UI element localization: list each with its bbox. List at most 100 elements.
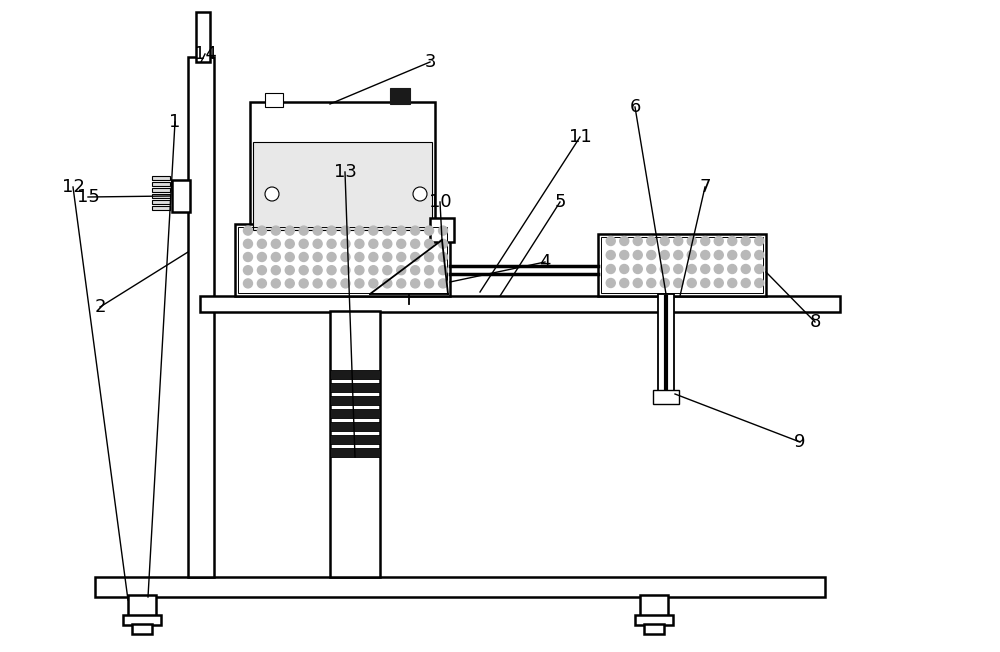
Text: 12: 12: [62, 178, 84, 196]
Circle shape: [425, 266, 434, 274]
Bar: [330, 396, 380, 405]
Circle shape: [606, 278, 615, 288]
Circle shape: [620, 250, 629, 259]
Bar: [330, 370, 380, 379]
Circle shape: [369, 279, 378, 288]
Circle shape: [383, 266, 392, 274]
Circle shape: [341, 239, 350, 248]
Circle shape: [285, 279, 294, 288]
Circle shape: [369, 252, 378, 261]
Bar: [152, 176, 170, 180]
Bar: [601, 237, 763, 293]
Circle shape: [355, 279, 364, 288]
Circle shape: [701, 265, 710, 273]
Circle shape: [606, 250, 615, 259]
Text: 14: 14: [194, 45, 216, 63]
Bar: [152, 182, 170, 186]
Circle shape: [243, 266, 252, 274]
Circle shape: [755, 278, 764, 288]
Circle shape: [243, 279, 252, 288]
Text: 13: 13: [334, 163, 356, 181]
Circle shape: [687, 278, 696, 288]
Circle shape: [299, 252, 308, 261]
Circle shape: [647, 237, 656, 246]
Circle shape: [439, 226, 448, 235]
Circle shape: [397, 266, 406, 274]
Bar: [640, 595, 668, 617]
Circle shape: [439, 252, 448, 261]
Circle shape: [425, 226, 434, 235]
Circle shape: [383, 252, 392, 261]
Circle shape: [411, 252, 420, 261]
Circle shape: [633, 265, 642, 273]
Bar: [598, 234, 766, 296]
Circle shape: [439, 279, 448, 288]
Circle shape: [741, 237, 750, 246]
Bar: [253, 142, 432, 230]
Circle shape: [313, 252, 322, 261]
Circle shape: [633, 250, 642, 259]
Bar: [330, 383, 380, 392]
Circle shape: [383, 239, 392, 248]
Bar: [330, 409, 380, 418]
Bar: [390, 88, 410, 104]
Circle shape: [257, 239, 266, 248]
Circle shape: [687, 250, 696, 259]
Circle shape: [397, 226, 406, 235]
Text: 4: 4: [539, 253, 551, 271]
Text: 5: 5: [554, 193, 566, 211]
Circle shape: [687, 237, 696, 246]
Circle shape: [674, 265, 683, 273]
Bar: [152, 194, 170, 198]
Circle shape: [257, 279, 266, 288]
Circle shape: [714, 237, 723, 246]
Circle shape: [313, 239, 322, 248]
Bar: [430, 218, 454, 242]
Circle shape: [299, 239, 308, 248]
Circle shape: [728, 250, 737, 259]
Bar: [330, 448, 380, 457]
Circle shape: [341, 266, 350, 274]
Bar: [330, 435, 380, 444]
Bar: [250, 102, 435, 232]
Bar: [265, 93, 283, 107]
Circle shape: [355, 226, 364, 235]
Circle shape: [285, 239, 294, 248]
Circle shape: [285, 266, 294, 274]
Text: 9: 9: [794, 433, 806, 451]
Circle shape: [299, 266, 308, 274]
Circle shape: [741, 250, 750, 259]
Circle shape: [413, 187, 427, 201]
Text: 1: 1: [169, 113, 181, 131]
Circle shape: [327, 226, 336, 235]
Circle shape: [327, 266, 336, 274]
Circle shape: [341, 226, 350, 235]
Circle shape: [257, 252, 266, 261]
Circle shape: [439, 266, 448, 274]
Circle shape: [327, 239, 336, 248]
Circle shape: [327, 252, 336, 261]
Circle shape: [647, 250, 656, 259]
Circle shape: [271, 279, 280, 288]
Circle shape: [606, 237, 615, 246]
Circle shape: [701, 237, 710, 246]
Circle shape: [687, 265, 696, 273]
Circle shape: [439, 239, 448, 248]
Circle shape: [728, 265, 737, 273]
Circle shape: [271, 252, 280, 261]
Bar: [635, 615, 673, 625]
Circle shape: [355, 252, 364, 261]
Circle shape: [647, 278, 656, 288]
Circle shape: [701, 278, 710, 288]
Bar: [238, 227, 447, 293]
Text: 3: 3: [424, 53, 436, 71]
Bar: [123, 615, 161, 625]
Circle shape: [620, 265, 629, 273]
Circle shape: [271, 266, 280, 274]
Circle shape: [755, 265, 764, 273]
Circle shape: [327, 279, 336, 288]
Text: 15: 15: [77, 188, 99, 206]
Circle shape: [397, 252, 406, 261]
Bar: [132, 624, 152, 634]
Bar: [152, 200, 170, 204]
